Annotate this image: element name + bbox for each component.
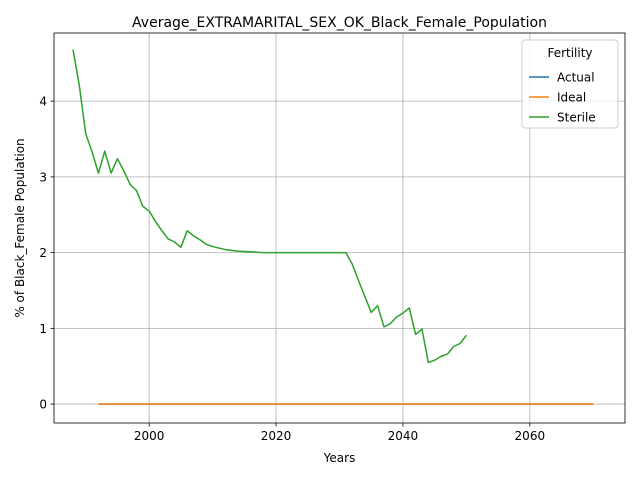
legend-title: Fertility [547,46,592,60]
axis-ticks: 2000 2020 2040 2060 0 1 2 3 4 [39,95,545,443]
chart-title: Average_EXTRAMARITAL_SEX_OK_Black_Female… [132,15,547,31]
x-tick-label: 2040 [388,429,419,443]
y-tick-label: 1 [39,322,47,336]
x-tick-label: 2020 [261,429,292,443]
legend-items: Actual Ideal Sterile [529,71,596,125]
y-tick-label: 3 [39,170,47,184]
legend-label-ideal: Ideal [557,91,586,105]
y-tick-label: 4 [39,95,47,109]
plot-frame [53,32,626,424]
y-tick-label: 2 [39,246,47,260]
x-tick-label: 2000 [134,429,165,443]
x-tick-label: 2060 [515,429,546,443]
legend-label-sterile: Sterile [557,111,596,125]
x-axis-label: Years [323,451,356,465]
y-axis-label: % of Black_Female Population [13,138,27,317]
legend-label-actual: Actual [557,71,595,85]
series-line-sterile [72,49,467,364]
legend-box [521,39,619,129]
series-lines [72,49,594,405]
legend: Fertility Actual Ideal Sterile [521,39,619,129]
y-tick-label: 0 [39,398,47,412]
